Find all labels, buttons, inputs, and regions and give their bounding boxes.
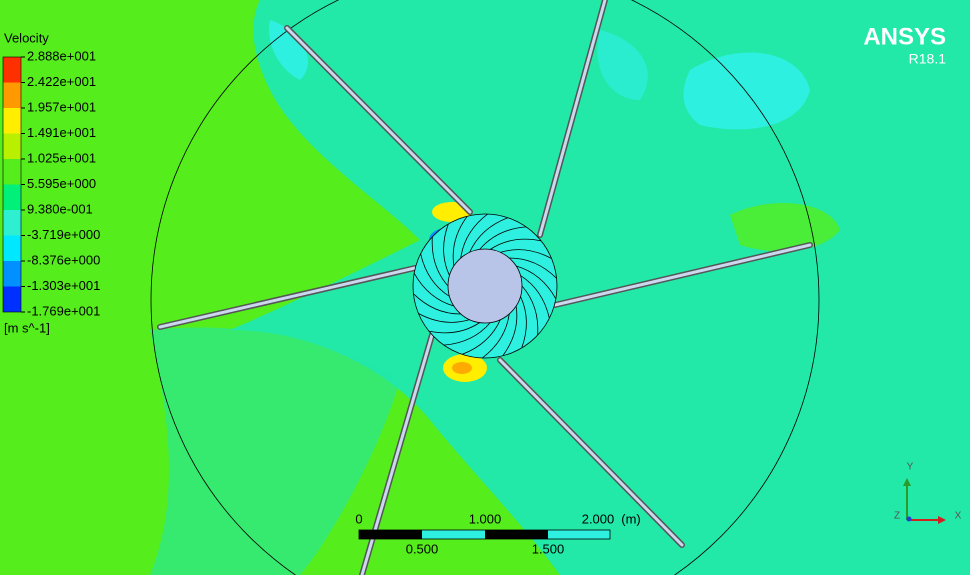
legend-swatch bbox=[3, 82, 21, 108]
legend-label: 2.422e+001 bbox=[27, 74, 96, 89]
legend-label: -3.719e+000 bbox=[27, 227, 100, 242]
legend-unit: [m s^-1] bbox=[4, 320, 50, 335]
runner-blade bbox=[428, 322, 480, 334]
legend-label: 1.957e+001 bbox=[27, 99, 96, 114]
legend-swatch bbox=[3, 184, 21, 210]
legend-label: 2.888e+001 bbox=[27, 48, 96, 63]
runner-blade bbox=[482, 313, 510, 359]
runner-blade bbox=[413, 293, 461, 315]
domain-boundary bbox=[150, 0, 820, 575]
axis-label: Y bbox=[907, 462, 914, 473]
scale-label: 2.000 bbox=[582, 511, 615, 526]
legend-swatch bbox=[3, 108, 21, 134]
legend-label: 9.380e-001 bbox=[27, 201, 93, 216]
legend-swatch bbox=[3, 133, 21, 159]
runner-blade bbox=[469, 217, 508, 253]
logo: ANSYS bbox=[863, 23, 946, 50]
axis-label: X bbox=[955, 511, 962, 522]
scale-sub-label: 0.500 bbox=[406, 541, 439, 556]
runner-blade bbox=[418, 313, 470, 323]
legend-swatch bbox=[3, 286, 21, 312]
scale-unit: (m) bbox=[621, 511, 641, 526]
runner-blade bbox=[462, 319, 501, 355]
legend-swatch bbox=[3, 159, 21, 185]
scale-sub-label: 1.500 bbox=[532, 541, 565, 556]
legend-label: -1.303e+001 bbox=[27, 278, 100, 293]
legend-swatch bbox=[3, 235, 21, 261]
runner-blade bbox=[500, 249, 552, 259]
runner-blade bbox=[443, 223, 450, 276]
legend-label: 1.025e+001 bbox=[27, 150, 96, 165]
runner-blade bbox=[521, 285, 539, 336]
version: R18.1 bbox=[909, 51, 947, 67]
legend-label: 5.595e+000 bbox=[27, 176, 96, 191]
legend-label: -1.769e+001 bbox=[27, 303, 100, 318]
axis-label: Z bbox=[894, 511, 900, 522]
scale-label: 0 bbox=[355, 511, 362, 526]
axis-triad: Y X Z bbox=[894, 462, 962, 524]
legend: Velocity 2.888e+001 2.422e+001 1.957e+001 1… bbox=[2, 30, 100, 335]
scale-label: 1.000 bbox=[469, 511, 502, 526]
legend-label: -8.376e+000 bbox=[27, 252, 100, 267]
legend-swatch bbox=[3, 57, 21, 83]
legend-label: 1.491e+001 bbox=[27, 125, 96, 140]
runner-blade bbox=[460, 213, 488, 259]
scale-bar: 0 1.000 2.000 (m) 0.500 1.500 bbox=[355, 511, 640, 556]
runner-blade bbox=[490, 238, 542, 250]
runner-blade bbox=[431, 236, 449, 287]
legend-swatch bbox=[3, 261, 21, 287]
legend-colors bbox=[2, 56, 22, 313]
runner-blade bbox=[420, 253, 450, 297]
runner-blade bbox=[502, 305, 518, 357]
runner-blade bbox=[520, 275, 550, 319]
runner-blade bbox=[509, 257, 557, 279]
runner-blade bbox=[516, 265, 557, 300]
legend-title: Velocity bbox=[4, 30, 49, 45]
legend-labels: 2.888e+001 2.422e+001 1.957e+001 1.491e+001… bbox=[21, 48, 100, 318]
runner-blade bbox=[443, 322, 491, 346]
runner-blade bbox=[452, 215, 468, 267]
hub bbox=[447, 248, 523, 324]
runner-blade bbox=[413, 272, 454, 307]
runner-blade bbox=[520, 296, 527, 349]
legend-swatch bbox=[3, 210, 21, 236]
runner-blades bbox=[413, 213, 557, 359]
runner-blade bbox=[479, 226, 527, 250]
contour-regions bbox=[150, 0, 970, 575]
